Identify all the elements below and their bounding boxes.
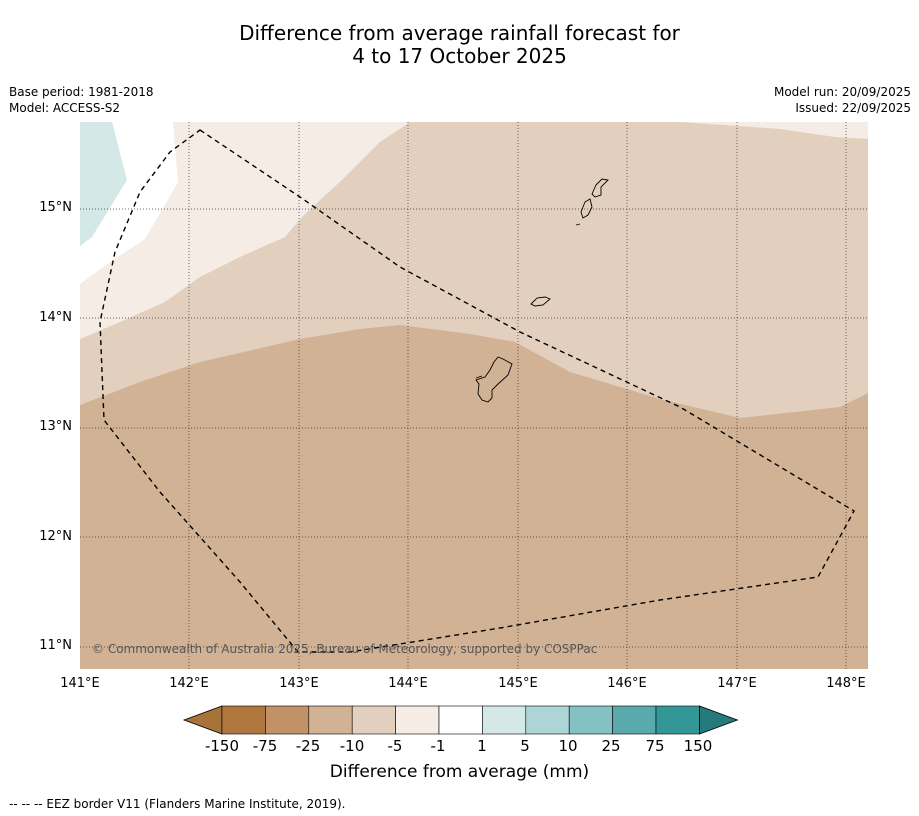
lon-tick-145: 145°E	[498, 676, 538, 691]
colorbar	[182, 705, 739, 735]
meta-right: Model run: 20/09/2025 Issued: 22/09/2025	[774, 84, 911, 116]
colorbar-bin	[568, 705, 613, 735]
colorbar-bin	[395, 705, 440, 735]
colorbar-extend-max	[699, 705, 739, 735]
lat-tick-15: 15°N	[39, 200, 72, 215]
colorbar-label: Difference from average (mm)	[329, 762, 590, 782]
meta-left: Base period: 1981-2018 Model: ACCESS-S2	[9, 84, 154, 116]
lon-tick-146: 146°E	[607, 676, 647, 691]
island-aguijan	[575, 223, 581, 226]
issued-date: Issued: 22/09/2025	[795, 101, 911, 115]
cb-tick-label: 5	[520, 737, 530, 755]
gridlines	[80, 122, 868, 669]
lon-tick-142: 142°E	[169, 676, 209, 691]
cb-tick-label: -150	[204, 737, 240, 755]
island-saipan	[591, 178, 609, 198]
cb-tick-label: 150	[683, 737, 713, 755]
cb-tick-label: 1	[477, 737, 487, 755]
colorbar-bin	[221, 705, 266, 735]
lat-tick-13: 13°N	[39, 419, 72, 434]
cb-tick-label: -5	[387, 737, 403, 755]
region-plus-1-to-5	[80, 122, 127, 246]
island-guam	[475, 356, 513, 403]
cb-tick-label: -10	[339, 737, 365, 755]
title-line-2: 4 to 17 October 2025	[352, 44, 567, 68]
lon-tick-141: 141°E	[60, 676, 100, 691]
colorbar-bin	[265, 705, 310, 735]
title-line-1: Difference from average rainfall forecas…	[239, 21, 680, 45]
island-rota	[530, 296, 551, 307]
copyright-text: © Commonwealth of Australia 2025, Bureau…	[92, 642, 597, 656]
map-plot: © Commonwealth of Australia 2025, Bureau…	[80, 122, 868, 669]
lat-tick-11: 11°N	[39, 638, 72, 653]
cb-tick-label: 10	[558, 737, 578, 755]
model-run: Model run: 20/09/2025	[773, 85, 911, 99]
eez-border	[99, 129, 855, 653]
colorbar-bin	[525, 705, 570, 735]
lat-tick-12: 12°N	[39, 529, 72, 544]
colorbar-bin	[308, 705, 353, 735]
cb-tick-label: 25	[601, 737, 621, 755]
islands	[475, 178, 609, 403]
colorbar-bin	[612, 705, 657, 735]
cb-tick-label: -75	[252, 737, 278, 755]
cb-tick-label: -1	[430, 737, 446, 755]
island-guam-cape	[475, 375, 483, 379]
chart-title: Difference from average rainfall forecas…	[0, 22, 919, 68]
colorbar-bin	[351, 705, 396, 735]
colorbar-bin	[655, 705, 700, 735]
cb-tick-label: -25	[295, 737, 321, 755]
colorbar-bin	[438, 705, 483, 735]
lat-tick-14: 14°N	[39, 310, 72, 325]
model-name: Model: ACCESS-S2	[9, 101, 121, 115]
colorbar-extend-min	[182, 705, 223, 735]
eez-legend-note: -- -- -- EEZ border V11 (Flanders Marine…	[9, 797, 346, 811]
lon-tick-143: 143°E	[279, 676, 319, 691]
lon-tick-148: 148°E	[826, 676, 866, 691]
island-tinian	[580, 198, 593, 219]
lon-tick-147: 147°E	[717, 676, 757, 691]
region-minus-5-to-1	[80, 122, 868, 339]
colorbar-bin	[482, 705, 527, 735]
base-period: Base period: 1981-2018	[9, 85, 154, 99]
cb-tick-label: 75	[645, 737, 665, 755]
lon-tick-144: 144°E	[388, 676, 428, 691]
